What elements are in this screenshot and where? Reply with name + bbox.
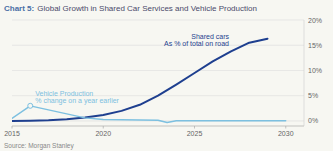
point-marker [28, 103, 33, 108]
x-axis-line [12, 126, 304, 127]
chart: Chart 5:Global Growth in Shared Car Serv… [0, 0, 333, 151]
grid-line [12, 20, 304, 21]
source: Source: Morgan Stanley [4, 142, 74, 150]
x-tick [103, 126, 104, 129]
x-tick [12, 126, 13, 129]
plot-area [12, 39, 286, 123]
y-tick-label: 20% [308, 17, 322, 24]
annotation: Vehicle Production [35, 90, 93, 97]
annotation: % change on a year earlier [35, 97, 119, 105]
y-tick-label: 10% [308, 67, 322, 74]
x-tick-label: 2015 [4, 130, 20, 137]
x-tick [285, 126, 286, 129]
series-line [12, 39, 268, 121]
annotation: Shared cars [191, 33, 229, 40]
series-line [12, 106, 286, 123]
annotation: As % of total on road [164, 40, 229, 47]
grid-line [12, 45, 304, 46]
subtitle: Global Growth in Shared Car Services and… [37, 4, 257, 13]
y-tick-label: 5% [308, 92, 318, 99]
x-tick-label: 2030 [278, 130, 294, 137]
x-tick-label: 2025 [187, 130, 203, 137]
title-text: Chart 5: [4, 4, 34, 13]
x-tick-label: 2020 [95, 130, 111, 137]
x-tick [194, 126, 195, 129]
y-tick-label: 15% [308, 42, 322, 49]
y-tick-label: 0% [308, 117, 318, 124]
grid-line [12, 70, 304, 71]
title: Chart 5:Global Growth in Shared Car Serv… [4, 4, 257, 13]
y-axis-line [304, 20, 305, 126]
